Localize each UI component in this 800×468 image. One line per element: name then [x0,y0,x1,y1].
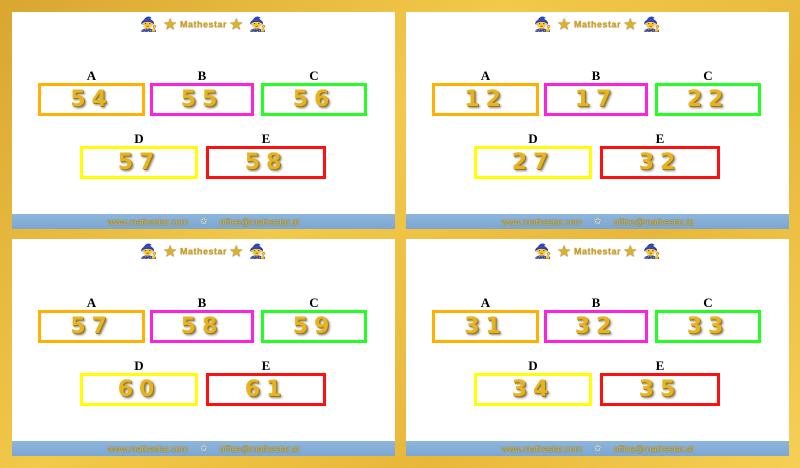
number-box: 54 [38,83,145,116]
box-label: D [134,358,144,373]
box-label: E [261,131,271,146]
box-label: B [197,68,207,83]
star-icon: ★ [624,243,638,259]
wizard-icon: 🧙 [643,16,661,32]
email-link[interactable]: office@mathestar.at [219,216,300,227]
box-label: E [655,131,665,146]
number-box: 32 [544,310,648,343]
wizard-icon: 🧙 [139,16,158,32]
website-link[interactable]: www.mathestar.com [107,216,188,227]
box-label: C [703,68,713,83]
website-link[interactable]: www.mathestar.com [501,216,582,227]
box-label: B [591,68,601,83]
star-icon: ✩ [593,443,602,453]
logo-text: Mathestar [179,19,227,30]
number-box: 58 [206,146,326,179]
star-icon: ✩ [593,216,602,226]
box-label: D [134,131,144,146]
star-icon: ✩ [199,216,208,226]
logo-text: Mathestar [179,246,227,257]
box-label: D [528,131,538,146]
star-icon: ★ [163,243,177,259]
footer-bar: www.mathestar.com ✩ office@mathestar.at [12,214,395,229]
number-box: 34 [474,373,592,406]
website-link[interactable]: www.mathestar.com [501,443,582,454]
number-box: 32 [600,146,720,179]
number-box: 58 [150,310,254,343]
website-link[interactable]: www.mathestar.com [107,443,188,454]
footer-bar: www.mathestar.com ✩ office@mathestar.at [12,441,395,456]
wizard-icon: 🧙 [249,16,267,32]
star-icon: ★ [557,16,571,32]
wizard-icon: 🧙 [533,243,552,259]
email-link[interactable]: office@mathestar.at [613,443,694,454]
footer-bar: www.mathestar.com ✩ office@mathestar.at [406,441,789,456]
box-label: C [309,68,319,83]
box-label: A [86,295,97,310]
mathestar-logo: 🧙 ★ Mathestar ★ 🧙 [406,243,789,260]
star-icon: ★ [230,243,244,259]
number-box: 27 [474,146,592,179]
number-box: 22 [655,83,761,116]
number-box: 60 [80,373,198,406]
mathestar-logo: 🧙 ★ Mathestar ★ 🧙 [12,243,395,260]
box-label: E [261,358,271,373]
logo-text: Mathestar [573,246,621,257]
star-icon: ★ [624,16,638,32]
email-link[interactable]: office@mathestar.at [613,216,694,227]
box-label: B [591,295,601,310]
number-box: 57 [80,146,198,179]
worksheet-panel: 🧙 ★ Mathestar ★ 🧙 A 31 B 32 C 33 D 34 E 35 www.mathesta… [406,239,789,456]
star-icon: ★ [230,16,244,32]
star-icon: ★ [163,16,177,32]
worksheet-panel: 🧙 ★ Mathestar ★ 🧙 A 57 B 58 C 59 D 60 E 61 www.mathesta… [12,239,395,456]
box-label: E [655,358,665,373]
worksheet-panel: 🧙 ★ Mathestar ★ 🧙 A 12 B 17 C 22 D 27 E 32 www.mathesta… [406,12,789,229]
number-box: 57 [38,310,145,343]
mathestar-logo: 🧙 ★ Mathestar ★ 🧙 [12,16,395,33]
number-box: 56 [261,83,367,116]
wizard-icon: 🧙 [139,243,158,259]
number-box: 59 [261,310,367,343]
number-box: 31 [432,310,539,343]
number-box: 35 [600,373,720,406]
box-label: B [197,295,207,310]
number-box: 12 [432,83,539,116]
star-icon: ★ [557,243,571,259]
number-box: 33 [655,310,761,343]
number-box: 61 [206,373,326,406]
number-box: 55 [150,83,254,116]
number-box: 17 [544,83,648,116]
wizard-icon: 🧙 [643,243,661,259]
email-link[interactable]: office@mathestar.at [219,443,300,454]
mathestar-logo: 🧙 ★ Mathestar ★ 🧙 [406,16,789,33]
worksheet-panel: 🧙 ★ Mathestar ★ 🧙 A 54 B 55 C 56 D 57 E 58 www.mathesta… [12,12,395,229]
logo-text: Mathestar [573,19,621,30]
box-label: D [528,358,538,373]
wizard-icon: 🧙 [249,243,267,259]
box-label: C [309,295,319,310]
footer-bar: www.mathestar.com ✩ office@mathestar.at [406,214,789,229]
wizard-icon: 🧙 [533,16,552,32]
box-label: A [480,68,491,83]
box-label: C [703,295,713,310]
star-icon: ✩ [199,443,208,453]
box-label: A [86,68,97,83]
box-label: A [480,295,491,310]
